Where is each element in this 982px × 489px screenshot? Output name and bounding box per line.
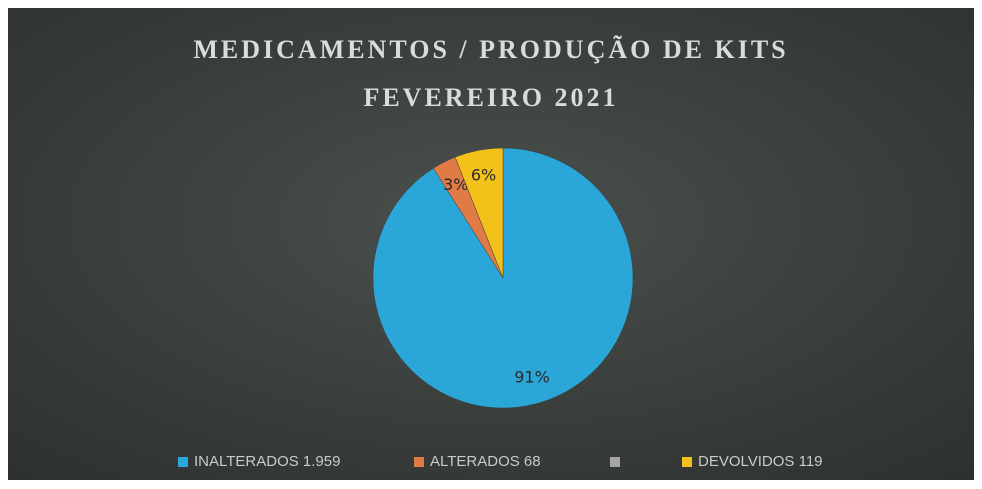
legend-label: ALTERADOS 68 [430,453,541,470]
legend-label: DEVOLVIDOS 119 [698,453,823,470]
legend-label: INALTERADOS 1.959 [194,453,340,470]
pie-slice [454,147,504,279]
legend-swatch [178,457,188,467]
data-label: 91% [514,367,550,386]
legend-swatch [682,457,692,467]
data-label: 3% [443,175,468,194]
legend-swatch [414,457,424,467]
chart-subtitle: FEVEREIRO 2021 [363,83,618,112]
legend-swatch [610,457,620,467]
data-label: 6% [471,165,496,184]
pie-slice [372,147,634,409]
chart-title: MEDICAMENTOS / PRODUÇÃO DE KITS [193,35,788,64]
